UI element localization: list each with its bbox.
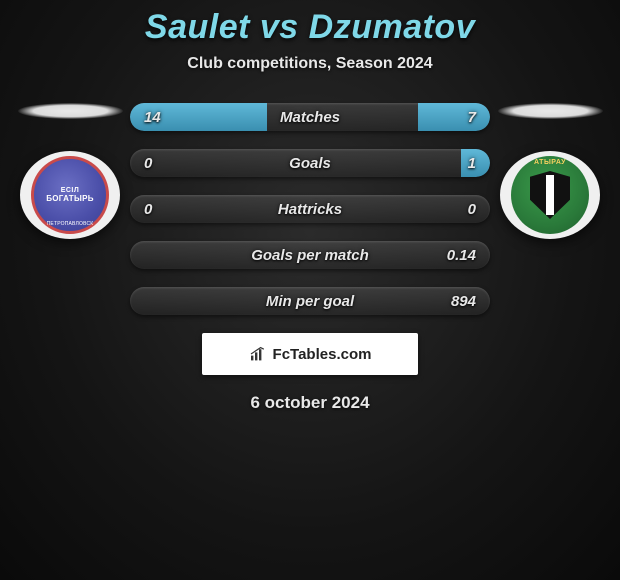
- stat-label: Goals: [289, 155, 331, 172]
- right-badge-column: АТЫРАУ: [490, 103, 610, 239]
- team-badge-right: АТЫРАУ: [500, 151, 600, 239]
- team-badge-right-inner: АТЫРАУ: [511, 156, 589, 234]
- left-badge-column: ЕСІЛ БОГАТЫРЬ ПЕТРОПАВЛОВСК: [10, 103, 130, 239]
- stat-value-right: 1: [468, 155, 476, 172]
- stat-rows: 14 Matches 7 0 Goals 1 0 Hattricks 0 Goals per ma…: [130, 103, 490, 315]
- badge-left-line2: БОГАТЫРЬ: [46, 194, 94, 203]
- attribution-text: FcTables.com: [273, 346, 372, 363]
- stat-label: Min per goal: [266, 293, 354, 310]
- content-wrapper: Saulet vs Dzumatov Club competitions, Se…: [0, 0, 620, 413]
- badge-left-line1: ЕСІЛ: [61, 187, 80, 194]
- left-shadow-ellipse: [18, 103, 123, 119]
- stat-row: 0 Goals 1: [130, 149, 490, 177]
- stat-row: 14 Matches 7: [130, 103, 490, 131]
- stat-value-left: 0: [144, 201, 152, 218]
- stat-value-right: 0: [468, 201, 476, 218]
- stat-value-left: 14: [144, 109, 161, 126]
- date-text: 6 october 2024: [250, 393, 369, 413]
- right-shadow-ellipse: [498, 103, 603, 119]
- stat-value-right: 0.14: [447, 247, 476, 264]
- attribution-box: FcTables.com: [202, 333, 418, 375]
- page-title: Saulet vs Dzumatov: [145, 8, 475, 47]
- badge-left-arc: ПЕТРОПАВЛОВСК: [47, 221, 94, 227]
- badge-right-stripe: [546, 175, 554, 215]
- stat-label: Goals per match: [251, 247, 369, 264]
- stats-area: ЕСІЛ БОГАТЫРЬ ПЕТРОПАВЛОВСК 14 Matches 7 0 G…: [0, 103, 620, 315]
- stat-row: Goals per match 0.14: [130, 241, 490, 269]
- stat-row: 0 Hattricks 0: [130, 195, 490, 223]
- stat-bar-right: [418, 103, 490, 131]
- stat-value-right: 894: [451, 293, 476, 310]
- badge-right-arc: АТЫРАУ: [534, 159, 566, 166]
- chart-icon: [249, 346, 269, 362]
- team-badge-left-inner: ЕСІЛ БОГАТЫРЬ ПЕТРОПАВЛОВСК: [31, 156, 109, 234]
- badge-right-shield: [530, 171, 570, 219]
- stat-label: Hattricks: [278, 201, 342, 218]
- stat-value-left: 0: [144, 155, 152, 172]
- stat-label: Matches: [280, 109, 340, 126]
- stat-value-right: 7: [468, 109, 476, 126]
- stat-row: Min per goal 894: [130, 287, 490, 315]
- page-subtitle: Club competitions, Season 2024: [187, 55, 432, 73]
- team-badge-left: ЕСІЛ БОГАТЫРЬ ПЕТРОПАВЛОВСК: [20, 151, 120, 239]
